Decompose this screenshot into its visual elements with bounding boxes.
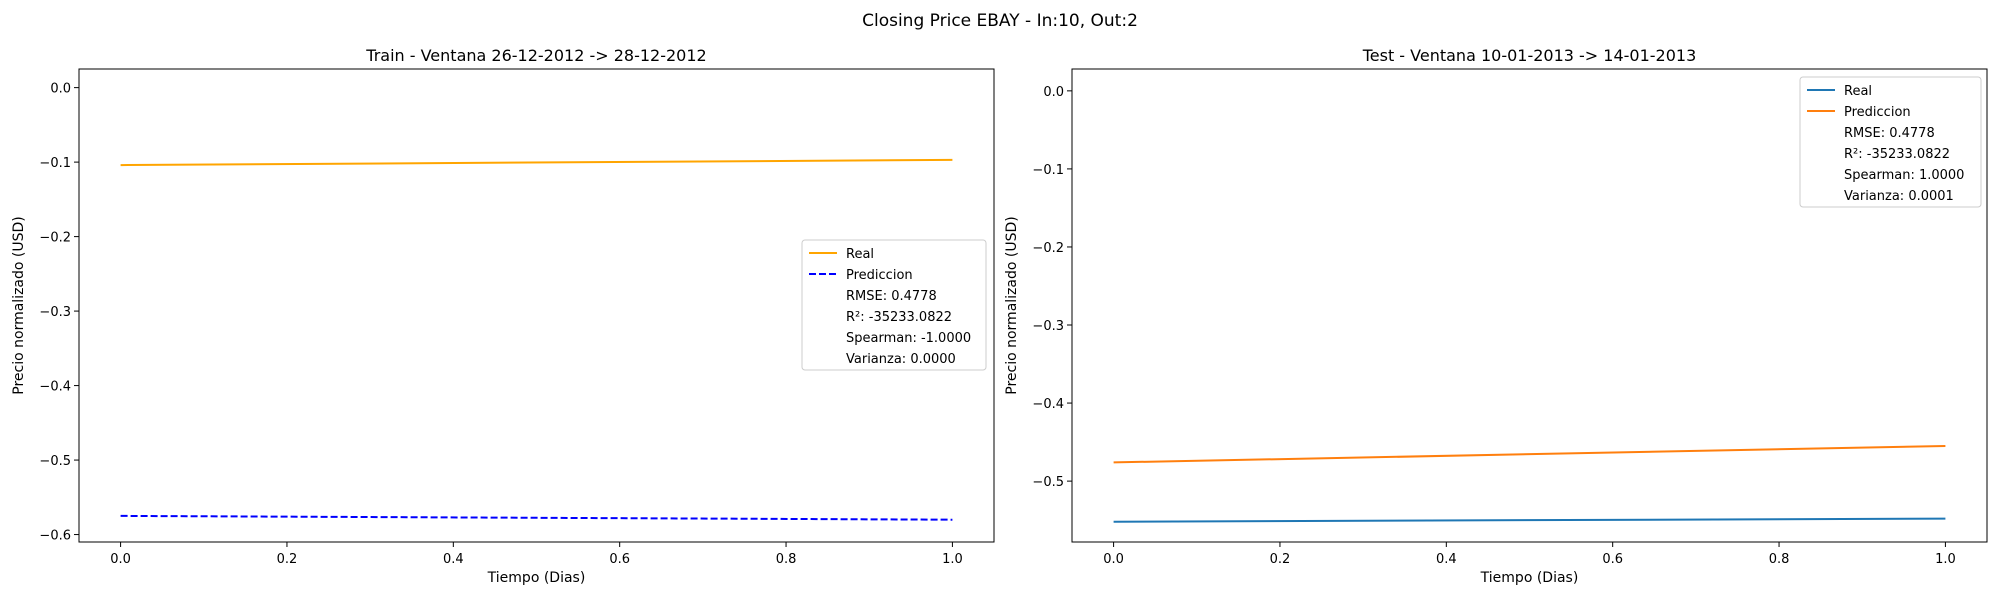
plot-frame — [1071, 68, 1988, 543]
y-tick-label: −0.5 — [39, 454, 71, 469]
x-tick-label: 0.8 — [776, 552, 797, 567]
legend-metric: Varianza: 0.0000 — [846, 352, 956, 367]
y-tick-label: −0.1 — [39, 156, 71, 171]
x-tick-label: 0.2 — [1270, 552, 1291, 567]
legend-metric: R²: -35233.0822 — [1844, 147, 1950, 162]
x-tick-label: 0.0 — [110, 552, 131, 567]
y-tick-label: −0.2 — [1032, 241, 1064, 256]
train-subplot: Train - Ventana 26-12-2012 -> 28-12-2012… — [11, 46, 995, 586]
x-tick-label: 0.6 — [1602, 552, 1623, 567]
x-tick-label: 0.2 — [277, 552, 298, 567]
x-axis-label: Tiempo (Dias) — [487, 570, 586, 586]
legend-entry: Prediccion — [1844, 105, 1911, 120]
legend-metric: Spearman: 1.0000 — [1844, 168, 1964, 183]
y-tick-label: −0.3 — [1032, 319, 1064, 334]
series-line-real — [1113, 517, 1946, 523]
y-tick-label: 0.0 — [50, 82, 71, 97]
y-tick-label: −0.6 — [39, 529, 71, 544]
y-tick-label: −0.2 — [39, 231, 71, 246]
x-tick-label: 1.0 — [1935, 552, 1956, 567]
series-line-prediccion — [1113, 445, 1946, 464]
plot-frame — [78, 68, 995, 543]
legend-metric: RMSE: 0.4778 — [846, 289, 937, 304]
x-tick-label: 0.8 — [1769, 552, 1790, 567]
chart-title: Train - Ventana 26-12-2012 -> 28-12-2012 — [365, 46, 706, 65]
x-tick-label: 0.6 — [609, 552, 630, 567]
x-axis-label: Tiempo (Dias) — [1480, 570, 1579, 586]
y-tick-label: −0.3 — [39, 305, 71, 320]
legend-entry: Real — [846, 247, 874, 262]
y-tick-label: 0.0 — [1043, 85, 1064, 100]
legend-metric: R²: -35233.0822 — [846, 310, 952, 325]
y-tick-label: −0.4 — [39, 380, 71, 395]
y-tick-label: −0.1 — [1032, 163, 1064, 178]
y-axis-label: Precio normalizado (USD) — [1004, 216, 1020, 394]
legend-metric: Varianza: 0.0001 — [1844, 189, 1954, 204]
test-subplot: Test - Ventana 10-01-2013 -> 14-01-2013 0… — [1004, 46, 1988, 586]
chart-title: Test - Ventana 10-01-2013 -> 14-01-2013 — [1362, 46, 1697, 65]
series-line-prediccion — [120, 514, 953, 521]
x-tick-label: 1.0 — [942, 552, 963, 567]
legend-box — [801, 239, 987, 371]
legend-entry: Real — [1844, 84, 1872, 99]
y-axis-label: Precio normalizado (USD) — [11, 216, 27, 394]
x-tick-label: 0.4 — [1436, 552, 1457, 567]
legend-metric: RMSE: 0.4778 — [1844, 126, 1935, 141]
legend-metric: Spearman: -1.0000 — [846, 331, 971, 346]
legend-entry: Prediccion — [846, 268, 913, 283]
series-line-real — [120, 158, 953, 167]
figure-suptitle: Closing Price EBAY - In:10, Out:2 — [862, 11, 1138, 31]
y-tick-label: −0.5 — [1032, 475, 1064, 490]
legend-box — [1799, 76, 1982, 208]
x-tick-label: 0.0 — [1103, 552, 1124, 567]
x-tick-label: 0.4 — [443, 552, 464, 567]
y-tick-label: −0.4 — [1032, 397, 1064, 412]
